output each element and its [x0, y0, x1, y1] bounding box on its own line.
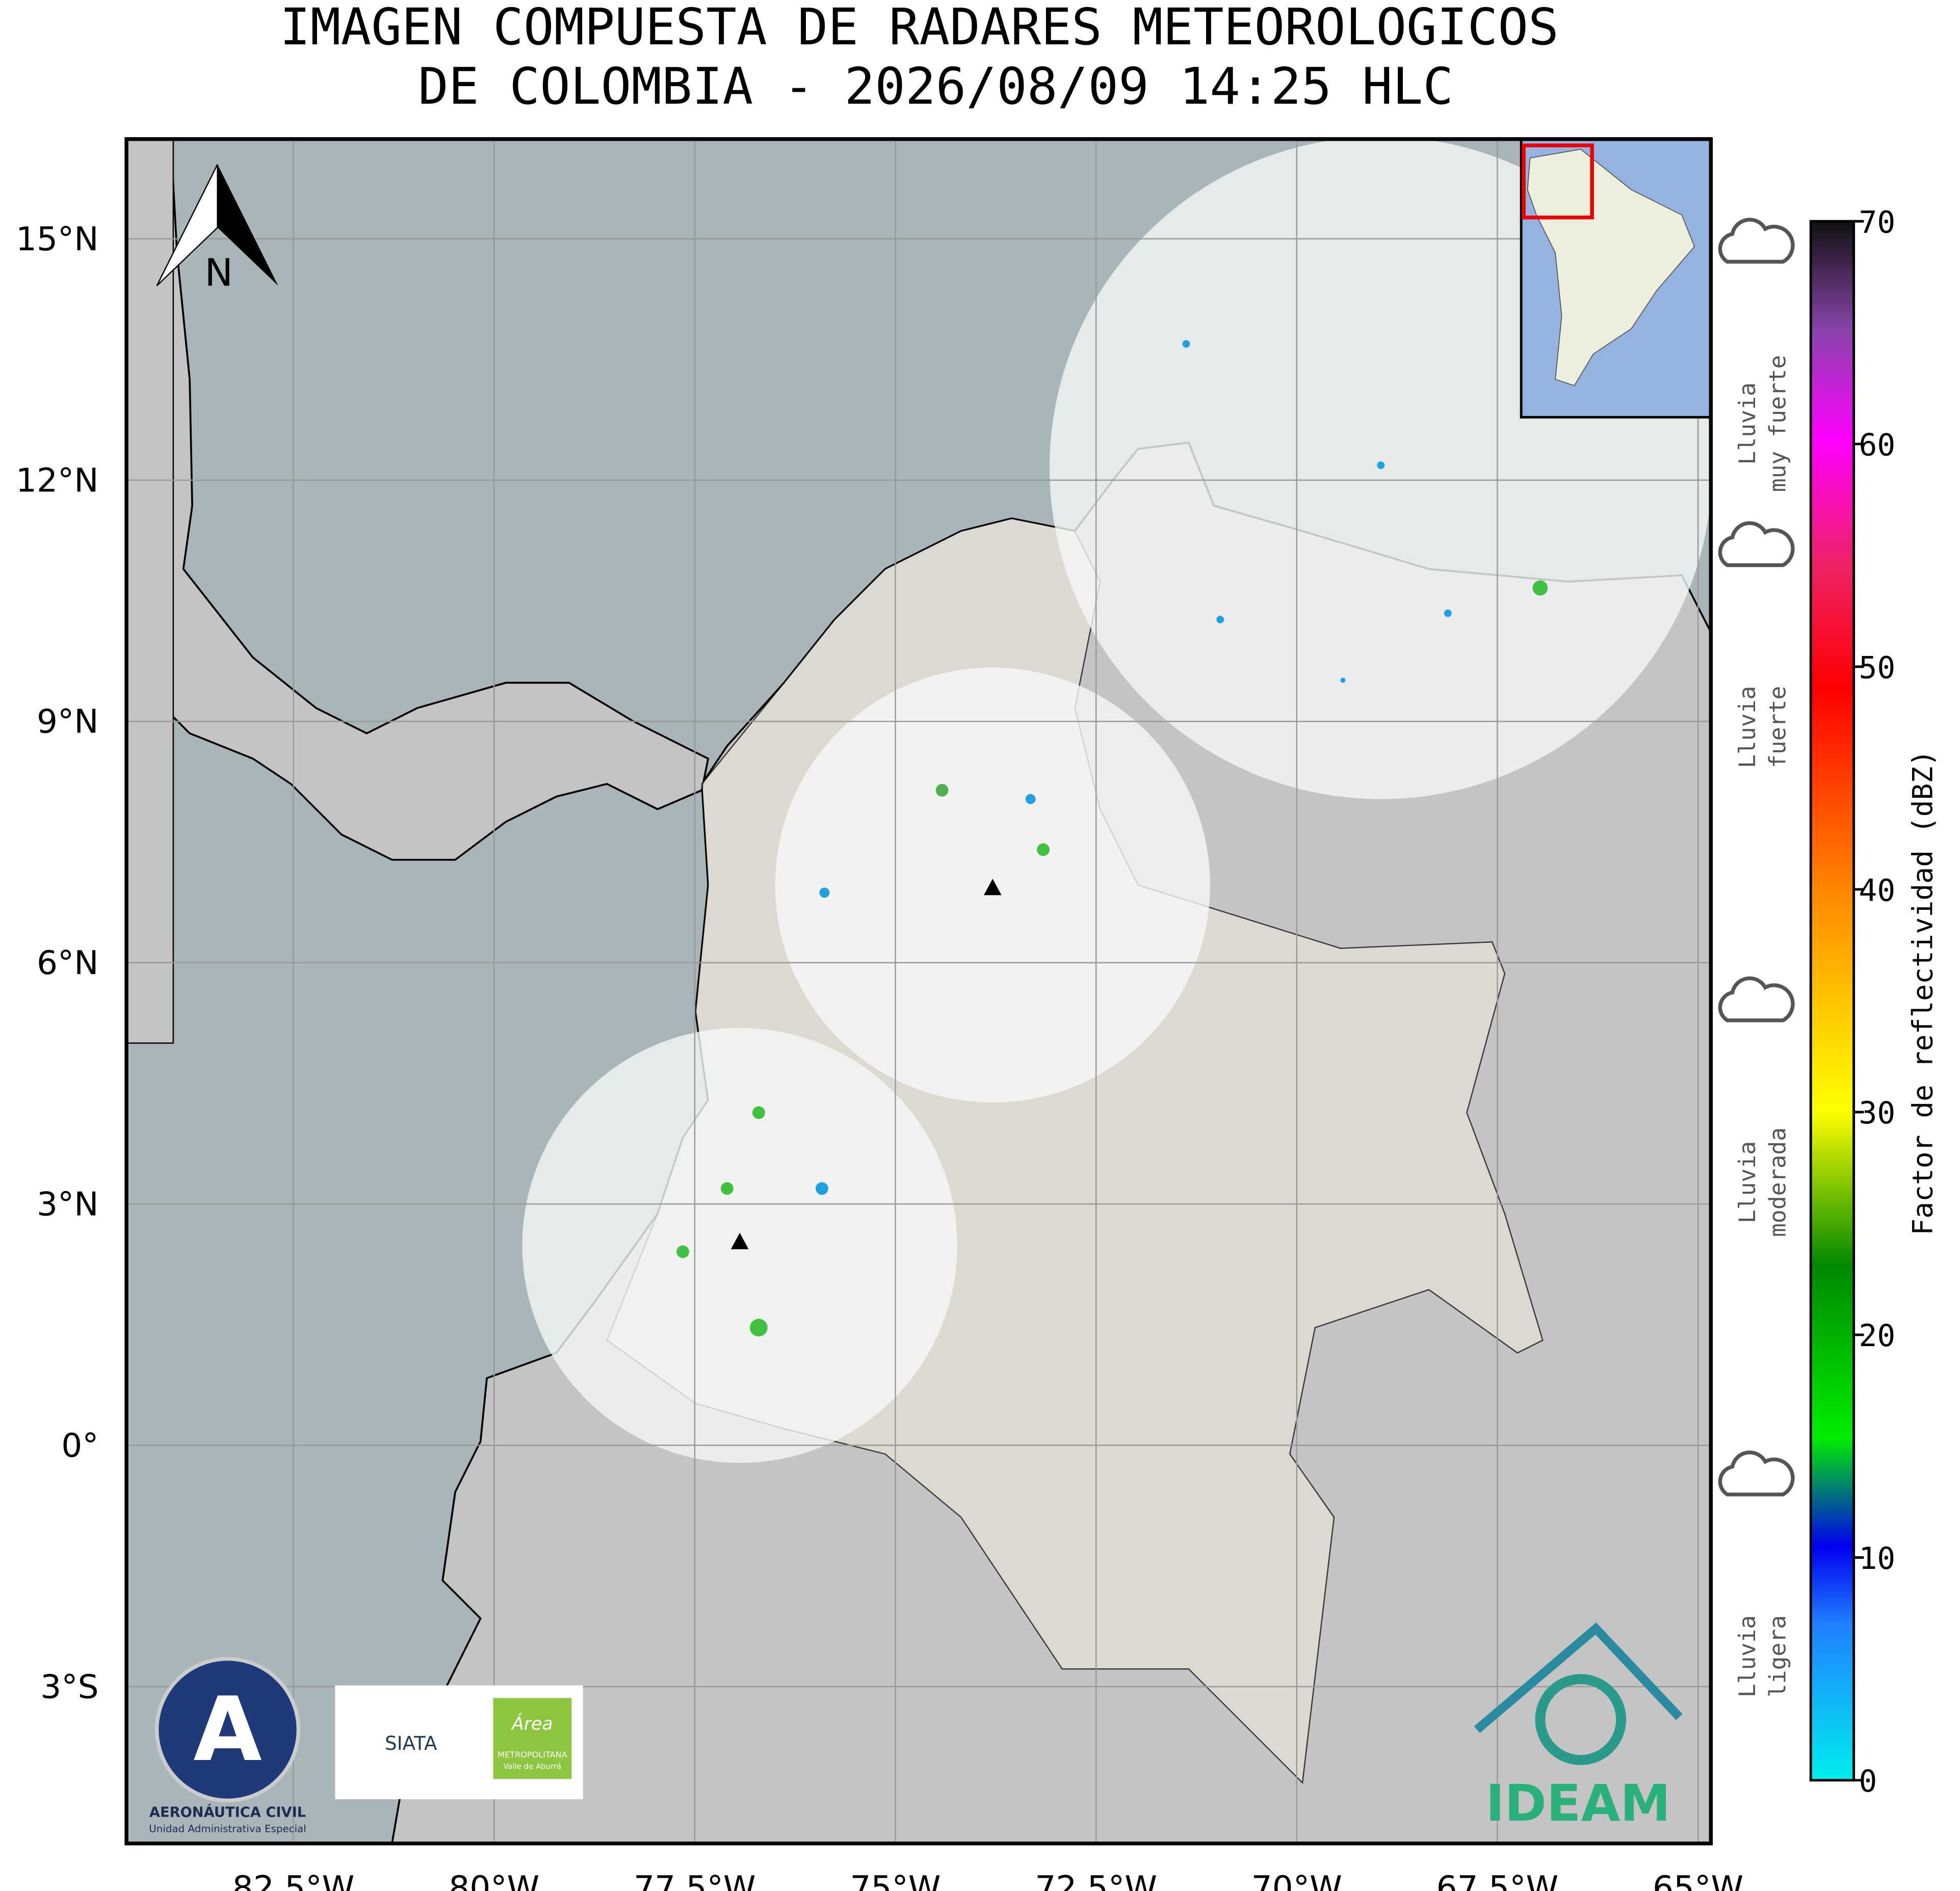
colorbar-tick-label: 70	[1859, 205, 1896, 240]
x-tick-label: 82.5°W	[232, 1869, 355, 1891]
rain-label: Lluvia	[1734, 1615, 1761, 1697]
logo-text: METROPOLITANA	[498, 1750, 567, 1759]
x-tick-label: 70°W	[1251, 1869, 1342, 1891]
colorbar-bar	[1809, 220, 1856, 1782]
map-frame	[124, 137, 1713, 1846]
radar-site	[730, 1232, 749, 1249]
map-area: N A AERONÁUTICA CIVIL Unidad Administrat…	[126, 139, 1711, 1844]
x-tick-label: 72.5°W	[1035, 1869, 1157, 1891]
colorbar: Factor de reflectividad (dBZ) 0 10 20 30 40 5…	[1809, 205, 1939, 1799]
logo-text: IDEAM	[1486, 1774, 1671, 1833]
logo-text: Área	[511, 1713, 553, 1734]
land-strip	[126, 139, 174, 1044]
rain-icon	[1718, 218, 1795, 264]
rain-label: ligera	[1765, 1615, 1791, 1697]
colorbar-tick-label: 40	[1859, 873, 1896, 908]
colorbar-tick-label: 50	[1859, 650, 1896, 686]
radar-echoes	[676, 340, 1548, 1337]
cloud	[1718, 218, 1795, 264]
y-tick-label: 12°N	[16, 461, 99, 500]
rain-label: moderada	[1765, 1127, 1791, 1237]
cloud	[1718, 976, 1795, 1022]
rain-icon	[1718, 976, 1795, 1022]
svg-text:A: A	[193, 1678, 262, 1781]
radar-site	[983, 879, 1002, 896]
north-label: N	[204, 251, 233, 295]
grid	[126, 139, 1711, 1844]
rain-label: Lluvia	[1734, 1141, 1761, 1223]
logo-text: Unidad Administrativa Especial	[149, 1823, 306, 1834]
title-line: IMAGEN COMPUESTA DE RADARES METEOROLOGIC…	[280, 0, 1559, 57]
inset-map	[1520, 139, 1711, 419]
central-america	[126, 139, 710, 861]
y-tick-label: 15°N	[16, 220, 99, 258]
y-tick-label: 3°N	[37, 1186, 99, 1224]
logo-text: Valle de Aburrá	[503, 1762, 561, 1771]
cloud	[1718, 1450, 1795, 1496]
rain-label: Lluvia	[1734, 382, 1761, 464]
x-tick-label: 77.5°W	[634, 1869, 756, 1891]
x-tick-label: 80°W	[449, 1869, 539, 1891]
y-tick-label: 9°N	[37, 703, 99, 741]
colorbar-tick-label: 20	[1859, 1319, 1896, 1354]
cloud	[1718, 521, 1795, 567]
rain-label: Lluvia	[1734, 686, 1761, 768]
colorbar-label: Factor de reflectividad (dBZ)	[1906, 750, 1939, 1236]
rain-label: muy fuerte	[1765, 355, 1791, 492]
x-tick-label: 67.5°W	[1436, 1869, 1559, 1891]
x-tick-label: 65°W	[1653, 1869, 1743, 1891]
logo-text: AERONÁUTICA CIVIL	[149, 1804, 306, 1821]
rain-label: fuerte	[1765, 686, 1791, 768]
colorbar-tick-label: 60	[1859, 428, 1896, 463]
colorbar-tick-label: 0	[1859, 1764, 1877, 1799]
y-tick-label: 0°	[61, 1427, 98, 1465]
logos: A AERONÁUTICA CIVIL Unidad Administrativ…	[149, 1622, 1683, 1834]
rain-icon	[1718, 1450, 1795, 1496]
y-tick-label: 6°N	[37, 944, 99, 982]
y-tick-label: 3°S	[40, 1668, 98, 1706]
colorbar-tick-label: 30	[1859, 1096, 1896, 1131]
x-tick-label: 75°W	[850, 1869, 940, 1891]
rain-icon	[1718, 521, 1795, 567]
title: IMAGEN COMPUESTA DE RADARES METEOROLOGIC…	[280, 0, 1559, 116]
logo-text: SIATA	[385, 1732, 437, 1754]
axes: 82.5°W 80°W 77.5°W 75°W 72.5°W 70°W 67.5°W 65°W…	[16, 220, 1743, 1891]
colorbar-tick-label: 10	[1859, 1541, 1896, 1577]
title-line: DE COLOMBIA - 2026/08/09 14:25 HLC	[418, 57, 1453, 116]
